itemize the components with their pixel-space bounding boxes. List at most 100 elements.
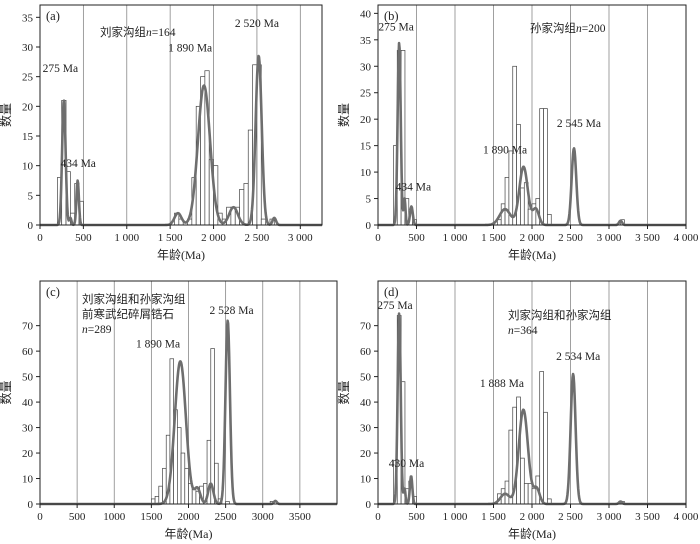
x-tick-label: 1 000 [443,511,468,523]
histogram-bar [527,483,533,505]
x-tick-label: 1 000 [114,232,139,244]
x-tick-label: 2 500 [558,232,583,244]
x-tick-label: 2 500 [558,511,583,523]
histogram-bar [520,457,525,505]
sample-annotation: 前寒武纪碎屑锆石 [82,307,174,321]
y-tick-label: 20 [360,448,372,460]
x-tick-label: 3 000 [597,511,622,523]
peak-age-label: 275 Ma [378,21,413,33]
histogram-bar [504,177,510,226]
x-tick-label: 3500 [289,511,312,523]
y-tick-label: 60 [22,346,34,358]
histogram-bar [191,488,197,505]
histogram-bar [539,371,544,505]
x-tick-label: 2500 [215,511,238,523]
y-tick-label: 5 [28,190,34,202]
sample-annotation: 孙家沟组n=200 [530,21,606,35]
y-axis-title: 数量 [336,380,351,404]
x-tick-label: 4 000 [674,511,699,523]
y-tick-label: 40 [360,397,372,409]
x-tick-label: 3 500 [635,511,660,523]
y-tick-label: 50 [22,372,34,384]
sample-annotation: n=289 [82,324,112,336]
y-tick-label: 0 [28,220,34,232]
y-tick-label: 40 [360,8,372,20]
y-tick-label: 10 [360,167,372,179]
x-tick-label: 1 000 [443,232,468,244]
histogram-bar [539,108,544,226]
peak-age-label: 2 520 Ma [235,18,279,30]
panel-letter: (c) [46,285,60,299]
x-tick-label: 0 [375,511,381,523]
sample-annotation: 刘家沟组和孙家沟组 [508,308,612,322]
y-tick-label: 0 [28,499,34,511]
y-tick-label: 30 [360,61,372,73]
peak-age-label: 1 888 Ma [480,378,524,390]
x-tick-label: 3 000 [288,232,313,244]
peak-age-label: 434 Ma [60,158,95,170]
y-tick-label: 35 [22,12,34,24]
y-tick-label: 30 [360,423,372,435]
histogram-bar [543,411,548,505]
x-tick-label: 1500 [140,511,163,523]
x-tick-label: 1 500 [158,232,183,244]
x-tick-label: 2 000 [520,511,545,523]
y-tick-label: 15 [22,131,34,143]
peak-age-label: 1 890 Ma [136,338,180,350]
histogram-bar [523,483,529,505]
y-tick-label: 10 [22,161,34,173]
y-tick-label: 30 [22,423,34,435]
histogram-bar [531,488,537,505]
y-tick-label: 60 [360,346,372,358]
x-tick-label: 0 [37,511,43,523]
x-axis-title: 年龄(Ma) [165,527,213,541]
y-tick-label: 20 [360,114,372,126]
x-tick-label: 2000 [178,511,201,523]
x-tick-label: 2 500 [245,232,270,244]
panel-letter: (d) [384,285,399,299]
histogram-bar [180,452,186,505]
x-tick-label: 2 000 [201,232,226,244]
x-tick-label: 500 [408,232,425,244]
y-tick-label: 15 [360,141,372,153]
y-tick-label: 5 [366,194,372,206]
x-tick-label: 0 [37,232,43,244]
x-tick-label: 500 [69,511,86,523]
x-tick-label: 3 000 [597,232,622,244]
histogram-bar [243,183,249,226]
y-tick-label: 10 [360,474,372,486]
panel-d: 0 500 1 000 1 500 2 000 2 500 3 000 3 500 4 000 0… [336,280,699,541]
peak-age-label: 2 534 Ma [556,351,600,363]
x-axis-title: 年龄(Ma) [508,248,556,262]
panel-c: 0 500 1000 1500 2000 2500 3000 3500 0 10 20 30 40 50 6… [0,280,338,541]
panel-a: 0 500 1 000 1 500 2 000 2 500 3 000 0 5 10 15 20 25 3… [0,4,323,262]
histogram-bar [520,187,525,226]
y-tick-label: 20 [22,101,34,113]
y-axis-title: 数量 [336,103,351,127]
sample-annotation: 刘家沟组n=164 [100,25,176,39]
x-tick-label: 4 000 [674,232,699,244]
y-axis-title: 数量 [0,380,13,404]
peak-age-label: 1 890 Ma [483,145,527,157]
y-tick-label: 50 [360,372,372,384]
x-tick-label: 1 500 [481,511,506,523]
peak-age-label: 434 Ma [396,182,431,194]
peak-age-label: 275 Ma [43,63,78,75]
peak-age-label: 2 545 Ma [557,118,601,130]
y-tick-label: 30 [22,42,34,54]
x-tick-label: 500 [75,232,92,244]
y-axis-title: 数量 [0,103,13,127]
x-tick-label: 1000 [103,511,126,523]
peak-age-label: 275 Ma [377,300,412,312]
histogram-bar [210,348,215,505]
y-tick-label: 70 [22,321,34,333]
x-tick-label: 2 000 [520,232,545,244]
histogram-bar [543,108,548,226]
x-tick-label: 3 500 [635,232,660,244]
sample-annotation: n=364 [508,325,538,337]
x-axis-title: 年龄(Ma) [508,527,556,541]
y-tick-label: 70 [360,321,372,333]
y-tick-label: 25 [22,72,34,84]
histogram-bar [527,208,533,226]
